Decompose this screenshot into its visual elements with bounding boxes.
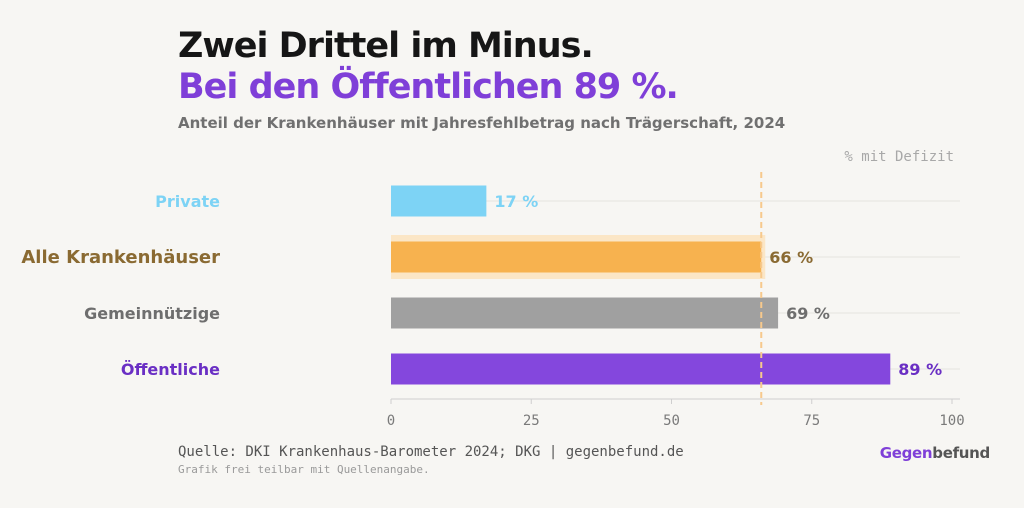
brand-logo-part1: Gegen [879,444,933,462]
value-label: 66 % [769,248,813,267]
x-tick-label: 100 [939,413,964,429]
source-note: Quelle: DKI Krankenhaus-Barometer 2024; … [178,444,684,460]
x-tick-label: 75 [803,413,820,429]
chart-title-line2: Bei den Öffentlichen 89 %. [178,67,679,107]
x-tick-label: 50 [663,413,680,429]
x-tick-label: 25 [523,413,540,429]
chart-title-line1: Zwei Drittel im Minus. [178,26,594,66]
category-label: Gemeinnützige [84,304,220,323]
x-tick-label: 0 [387,413,395,429]
brand-logo-part2: befund [932,444,990,462]
value-label: 89 % [898,360,942,379]
category-label: Alle Krankenhäuser [21,247,220,268]
bar-1 [391,241,762,273]
bar-0 [391,185,487,217]
chart-subtitle: Anteil der Krankenhäuser mit Jahresfehlb… [178,114,786,132]
axis-unit-label: % mit Defizit [844,149,954,165]
category-label: Private [155,192,220,211]
brand-logo: Gegenbefund [879,444,991,462]
value-label: 17 % [494,192,538,211]
value-label: 69 % [786,304,830,323]
bar-2 [391,297,779,329]
category-label: Öffentliche [121,360,220,379]
bar-3 [391,353,891,385]
share-note: Grafik frei teilbar mit Quellenangabe. [178,463,430,476]
